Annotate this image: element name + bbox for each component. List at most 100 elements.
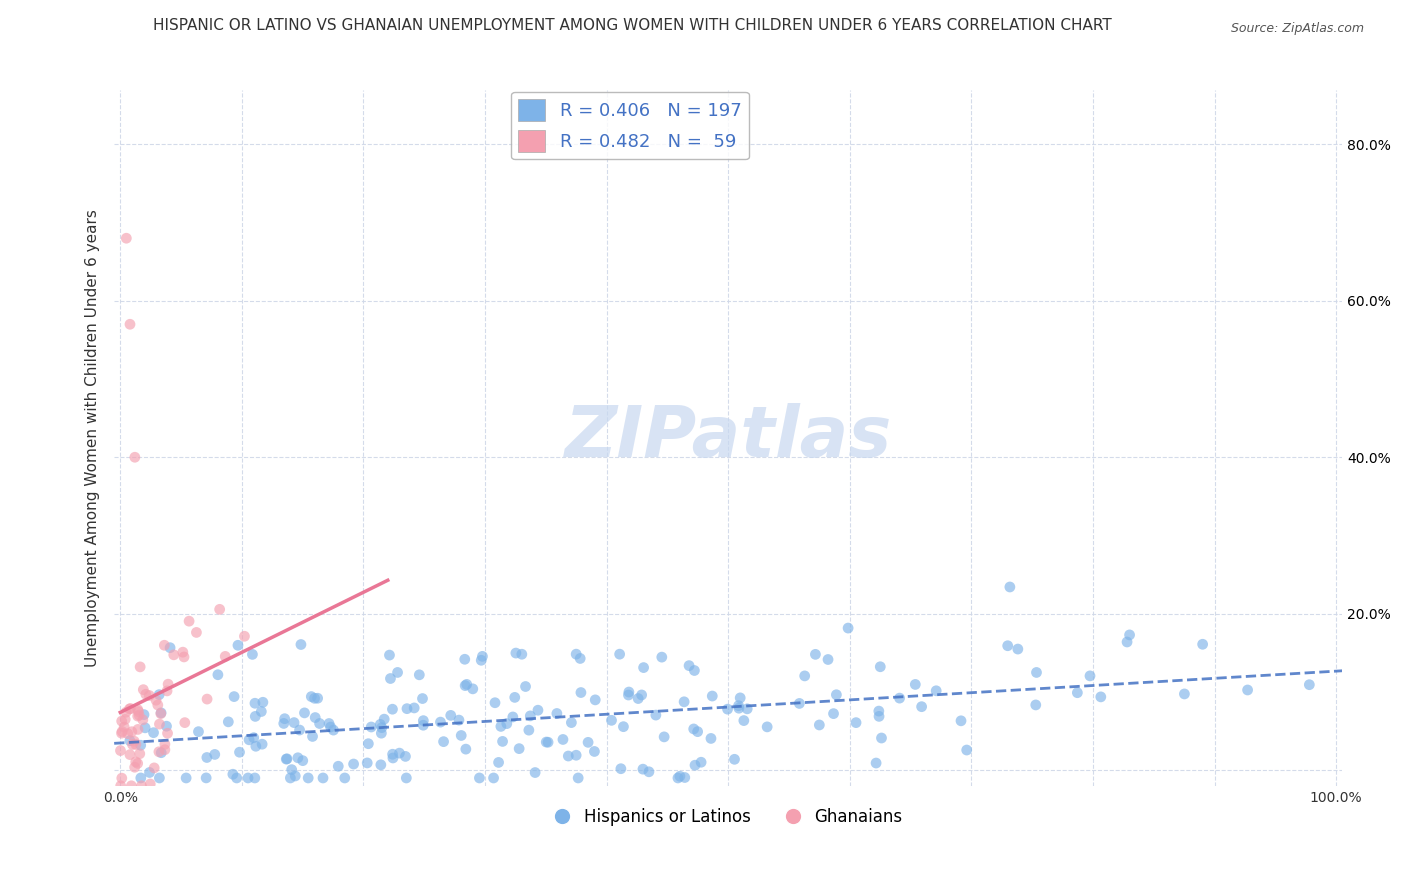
Point <box>290 638 312 652</box>
Point <box>250 705 273 719</box>
Point <box>716 702 738 716</box>
Point <box>273 712 295 726</box>
Point <box>156 684 179 698</box>
Point <box>333 771 356 785</box>
Y-axis label: Unemployment Among Women with Children Under 6 years: Unemployment Among Women with Children U… <box>86 209 100 666</box>
Point <box>489 719 512 733</box>
Point <box>195 771 218 785</box>
Point <box>609 647 631 661</box>
Point <box>825 688 848 702</box>
Point <box>129 738 152 752</box>
Point <box>129 771 152 785</box>
Point <box>110 726 132 740</box>
Point <box>524 765 547 780</box>
Point <box>519 709 541 723</box>
Point <box>1173 687 1195 701</box>
Point <box>728 690 751 705</box>
Point <box>381 747 404 762</box>
Point <box>134 721 156 735</box>
Point <box>146 698 169 712</box>
Point <box>583 693 606 707</box>
Point <box>150 746 173 760</box>
Point <box>243 696 266 710</box>
Point <box>319 720 342 734</box>
Point <box>612 720 634 734</box>
Point <box>950 714 973 728</box>
Point <box>432 734 454 748</box>
Point <box>195 692 218 706</box>
Point <box>728 701 751 715</box>
Point <box>128 747 150 761</box>
Point <box>412 714 434 728</box>
Point <box>159 640 181 655</box>
Point <box>925 683 948 698</box>
Point <box>537 735 560 749</box>
Point <box>127 702 149 716</box>
Point <box>956 743 979 757</box>
Point <box>118 702 141 716</box>
Point <box>370 726 392 740</box>
Point <box>700 731 723 746</box>
Point <box>148 745 170 759</box>
Point <box>889 691 911 706</box>
Point <box>583 744 606 758</box>
Point <box>491 734 513 748</box>
Point <box>630 688 652 702</box>
Point <box>503 690 526 705</box>
Point <box>273 716 295 731</box>
Point <box>617 688 640 702</box>
Point <box>245 739 267 754</box>
Point <box>115 705 138 719</box>
Point <box>627 691 650 706</box>
Point <box>288 723 311 737</box>
Point <box>904 677 927 691</box>
Point <box>150 706 173 720</box>
Point <box>567 771 589 785</box>
Point <box>118 747 141 762</box>
Point <box>510 647 533 661</box>
Point <box>644 708 666 723</box>
Point <box>569 685 592 699</box>
Point <box>652 730 675 744</box>
Point <box>1025 665 1047 680</box>
Point <box>284 769 307 783</box>
Point <box>287 751 309 765</box>
Point <box>120 701 142 715</box>
Point <box>387 665 409 680</box>
Point <box>142 725 165 739</box>
Point <box>222 690 245 704</box>
Point <box>114 713 136 727</box>
Point <box>122 734 145 748</box>
Point <box>228 745 250 759</box>
Point <box>678 658 700 673</box>
Text: Source: ZipAtlas.com: Source: ZipAtlas.com <box>1230 22 1364 36</box>
Point <box>411 691 433 706</box>
Point <box>495 716 517 731</box>
Point <box>127 756 149 771</box>
Point <box>868 709 890 723</box>
Point <box>845 715 868 730</box>
Point <box>360 720 382 734</box>
Point <box>1118 628 1140 642</box>
Point <box>110 779 132 793</box>
Point <box>470 653 492 667</box>
Point <box>153 638 176 652</box>
Point <box>127 723 149 737</box>
Point <box>381 702 404 716</box>
Point <box>1191 637 1213 651</box>
Point <box>118 733 141 747</box>
Point <box>633 660 655 674</box>
Point <box>368 717 391 731</box>
Point <box>186 625 208 640</box>
Point <box>173 715 195 730</box>
Point <box>468 771 491 785</box>
Point <box>837 621 859 635</box>
Point <box>121 738 143 752</box>
Point <box>111 724 134 739</box>
Point <box>370 757 392 772</box>
Point <box>153 737 176 751</box>
Text: ZIPatlas: ZIPatlas <box>565 403 891 472</box>
Point <box>551 732 574 747</box>
Point <box>408 668 430 682</box>
Point <box>395 771 418 785</box>
